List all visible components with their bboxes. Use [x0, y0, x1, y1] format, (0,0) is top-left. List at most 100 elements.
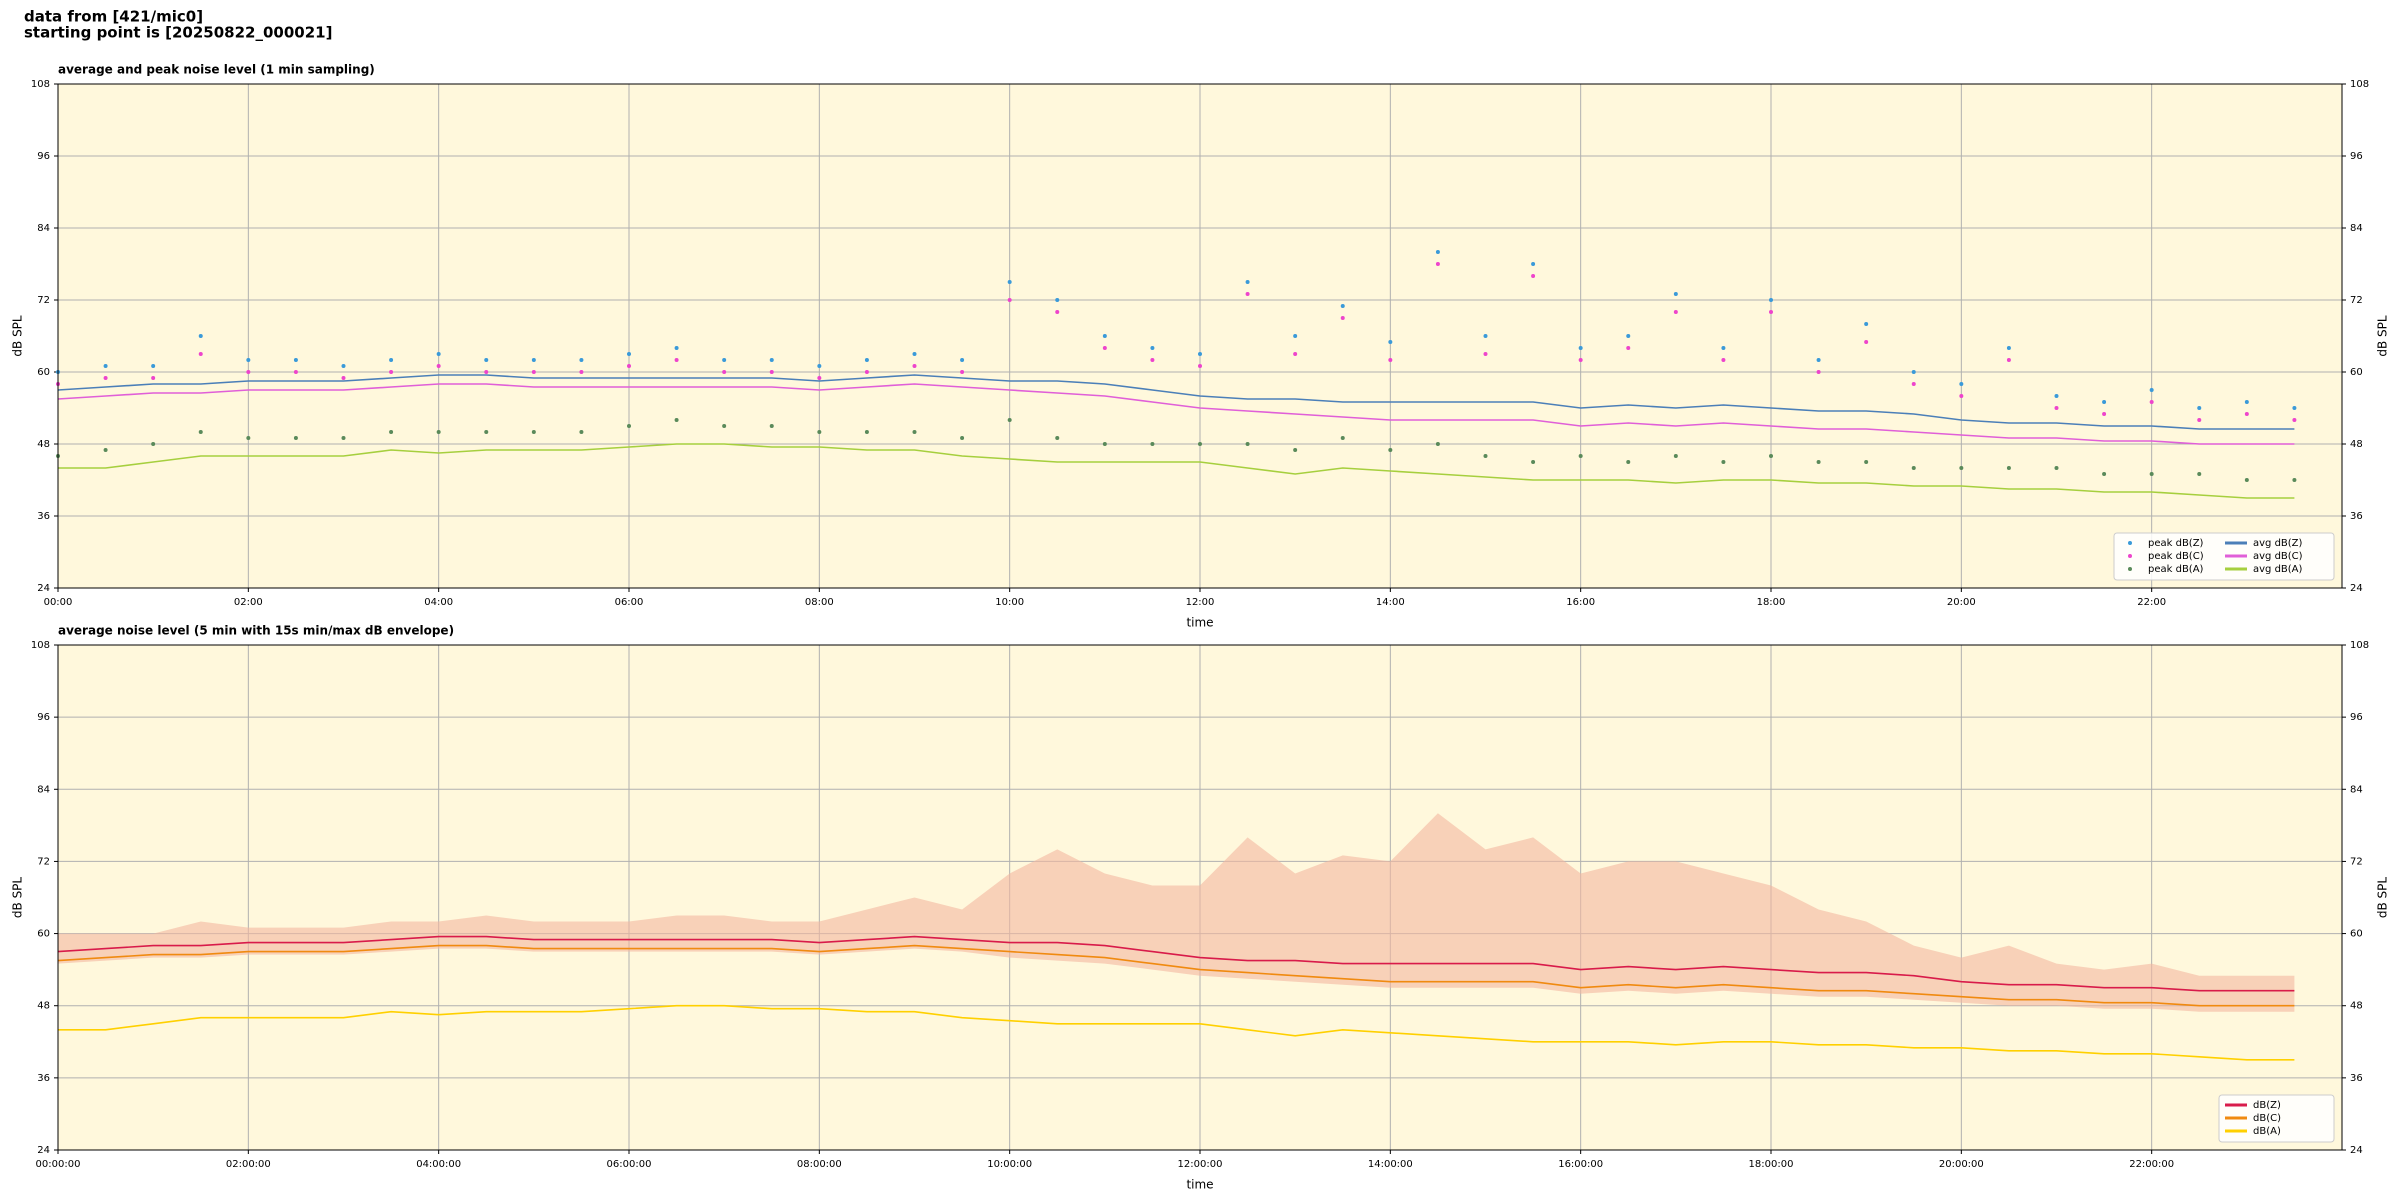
peak-dot — [722, 424, 727, 428]
peak-dot — [579, 358, 584, 362]
peak-dot — [531, 358, 536, 362]
y-tick-label: 96 — [2350, 712, 2363, 723]
peak-dot — [484, 430, 489, 434]
y-tick-label: 48 — [2350, 439, 2363, 450]
x-tick-label: 04:00:00 — [416, 1159, 461, 1170]
peak-dot — [1483, 454, 1488, 458]
y-tick-label: 108 — [2350, 640, 2369, 651]
y-axis-label: dB SPL — [2376, 315, 2390, 357]
y-tick-label: 108 — [31, 79, 50, 90]
peak-dot — [436, 352, 441, 356]
peak-dot — [2102, 400, 2107, 404]
peak-dot — [531, 430, 536, 434]
peak-dot — [1911, 382, 1916, 386]
y-axis-label: dB SPL — [11, 877, 25, 919]
peak-dot — [293, 358, 298, 362]
x-axis-label: time — [1186, 1178, 1213, 1192]
peak-dot — [2054, 466, 2059, 470]
peak-dot — [960, 358, 965, 362]
peak-dot — [151, 376, 156, 380]
peak-dot — [2197, 406, 2202, 410]
peak-dot — [1102, 442, 1107, 446]
peak-dot — [2244, 478, 2249, 482]
peak-dot — [1769, 298, 1773, 302]
peak-dot — [1769, 454, 1773, 458]
legend-symbol — [2128, 554, 2132, 558]
peak-dot — [2244, 412, 2249, 416]
y-tick-label: 96 — [37, 151, 50, 162]
y-tick-label: 84 — [2350, 784, 2363, 795]
peak-dot — [1245, 292, 1250, 296]
legend-label: avg dB(Z) — [2253, 538, 2303, 549]
x-tick-label: 22:00 — [2137, 597, 2166, 608]
y-tick-label: 24 — [2350, 1145, 2363, 1156]
series-line — [58, 1004, 2295, 1061]
peak-dot — [1531, 274, 1536, 278]
peak-dot — [103, 448, 108, 452]
y-tick-label: 96 — [2350, 151, 2363, 162]
x-tick-label: 12:00:00 — [1178, 1159, 1223, 1170]
peak-dot — [103, 376, 108, 380]
peak-dot — [1150, 346, 1155, 350]
x-tick-label: 12:00 — [1186, 597, 1215, 608]
y-tick-label: 72 — [2350, 856, 2363, 867]
peak-dot — [1340, 436, 1345, 440]
series-line — [57, 374, 2295, 430]
peak-dot — [960, 370, 965, 374]
peak-dot — [1150, 358, 1155, 362]
peak-dot — [2244, 400, 2249, 404]
legend-label: peak dB(Z) — [2148, 538, 2204, 549]
y-axis-label: dB SPL — [2376, 877, 2390, 919]
x-tick-label: 20:00 — [1947, 597, 1976, 608]
y-tick-label: 84 — [2350, 223, 2363, 234]
header-line: starting point is [20250822_000021] — [24, 24, 332, 42]
peak-dot — [1198, 364, 1202, 368]
peak-dot — [1864, 340, 1869, 344]
peak-dot — [864, 430, 869, 434]
peak-dot — [293, 436, 298, 440]
peak-dot — [1531, 262, 1536, 266]
peak-dot — [1340, 304, 1345, 308]
peak-dot — [1435, 442, 1440, 446]
peak-dot — [2197, 418, 2202, 422]
legend-box — [2218, 1094, 2335, 1143]
y-tick-label: 60 — [2350, 929, 2363, 940]
peak-dot — [198, 352, 203, 356]
series-line — [57, 383, 2295, 445]
peak-dot — [1198, 442, 1202, 446]
peak-dot — [151, 364, 156, 368]
peak-dot — [246, 436, 251, 440]
chart-title: average and peak noise level (1 min samp… — [58, 63, 375, 77]
peak-dot — [2149, 472, 2154, 476]
peak-dot — [1578, 346, 1583, 350]
peak-dot — [579, 370, 584, 374]
peak-dot — [341, 376, 346, 380]
header-line: data from [421/mic0] — [24, 8, 203, 26]
peak-dot — [1531, 460, 1536, 464]
peak-dot — [1483, 334, 1488, 338]
x-tick-label: 16:00 — [1566, 597, 1595, 608]
peak-dot — [1721, 346, 1726, 350]
peak-dot — [817, 430, 822, 434]
peak-dot — [579, 430, 584, 434]
peak-dot — [1055, 436, 1060, 440]
x-tick-label: 22:00:00 — [2129, 1159, 2174, 1170]
peak-dot — [1007, 280, 1012, 284]
peak-dot — [151, 442, 156, 446]
peak-dot — [2292, 478, 2297, 482]
peak-dot — [817, 364, 822, 368]
legend-label: dB(A) — [2253, 1126, 2281, 1137]
y-tick-label: 84 — [37, 784, 50, 795]
peak-dot — [674, 346, 679, 350]
peak-dot — [1435, 250, 1440, 254]
peak-dot — [1388, 358, 1393, 362]
x-axis-label: time — [1186, 616, 1213, 630]
peak-dot — [1911, 370, 1916, 374]
peak-dot — [1578, 358, 1583, 362]
peak-dot — [389, 430, 394, 434]
x-tick-label: 08:00:00 — [797, 1159, 842, 1170]
peak-dot — [531, 370, 536, 374]
x-tick-label: 04:00 — [424, 597, 453, 608]
peak-dot — [627, 364, 631, 368]
